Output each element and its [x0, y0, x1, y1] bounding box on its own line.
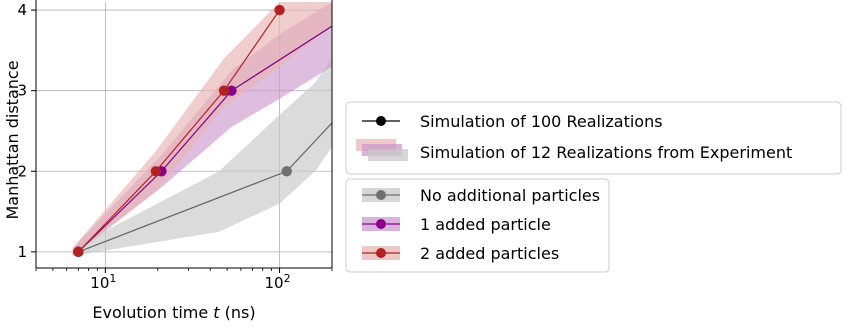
legend-label: Simulation of 12 Realizations from Exper…: [420, 143, 792, 162]
legend-label: No additional particles: [420, 186, 600, 205]
y-tick-label: 3: [17, 82, 27, 100]
y-tick-label: 4: [17, 1, 27, 19]
legend-label: 1 added particle: [420, 215, 551, 234]
data-point: [274, 4, 285, 16]
data-point: [226, 85, 237, 96]
x-axis-label: Evolution time t (ns): [92, 303, 255, 322]
x-tick-label: 102: [265, 272, 291, 292]
y-axis-label: Manhattan distance: [3, 60, 22, 219]
data-point: [281, 166, 292, 177]
uncertainty-band-series-1: [72, 58, 332, 256]
data-point: [73, 246, 84, 258]
x-axis-label-suffix: (ns): [220, 303, 256, 322]
plot-frame: [35, 0, 333, 269]
legend-label: Simulation of 100 Realizations: [420, 112, 663, 131]
data-point: [150, 166, 162, 177]
legend-marker-swatch: [376, 190, 386, 200]
legend-band-swatch: [368, 149, 408, 161]
y-tick-label: 2: [17, 162, 27, 180]
x-axis-label-prefix: Evolution time: [92, 303, 213, 322]
ticks: 1 2 3 4 101 102: [17, 1, 333, 292]
y-tick-label: 1: [17, 243, 27, 261]
legend-top-box: [345, 101, 842, 175]
x-tick-label: 101: [90, 272, 116, 292]
legend-bottom-box: [345, 178, 610, 273]
data-point: [218, 85, 230, 96]
legend-series: No additional particles 1 added particle 2…: [345, 178, 610, 273]
legend-marker-swatch: [376, 116, 386, 126]
series-line-3: [77, 9, 281, 253]
uncertainty-band-series-3: [72, 2, 332, 256]
legend-simulation: Simulation of 100 Realizations Simulation…: [345, 101, 842, 175]
data-layer: [72, 2, 332, 258]
x-axis-label-var: t: [213, 303, 220, 322]
legend-marker-swatch: [376, 219, 386, 229]
series-line-2: [77, 25, 332, 253]
legend-marker-swatch: [376, 248, 386, 258]
legend-label: 2 added particles: [420, 244, 559, 263]
